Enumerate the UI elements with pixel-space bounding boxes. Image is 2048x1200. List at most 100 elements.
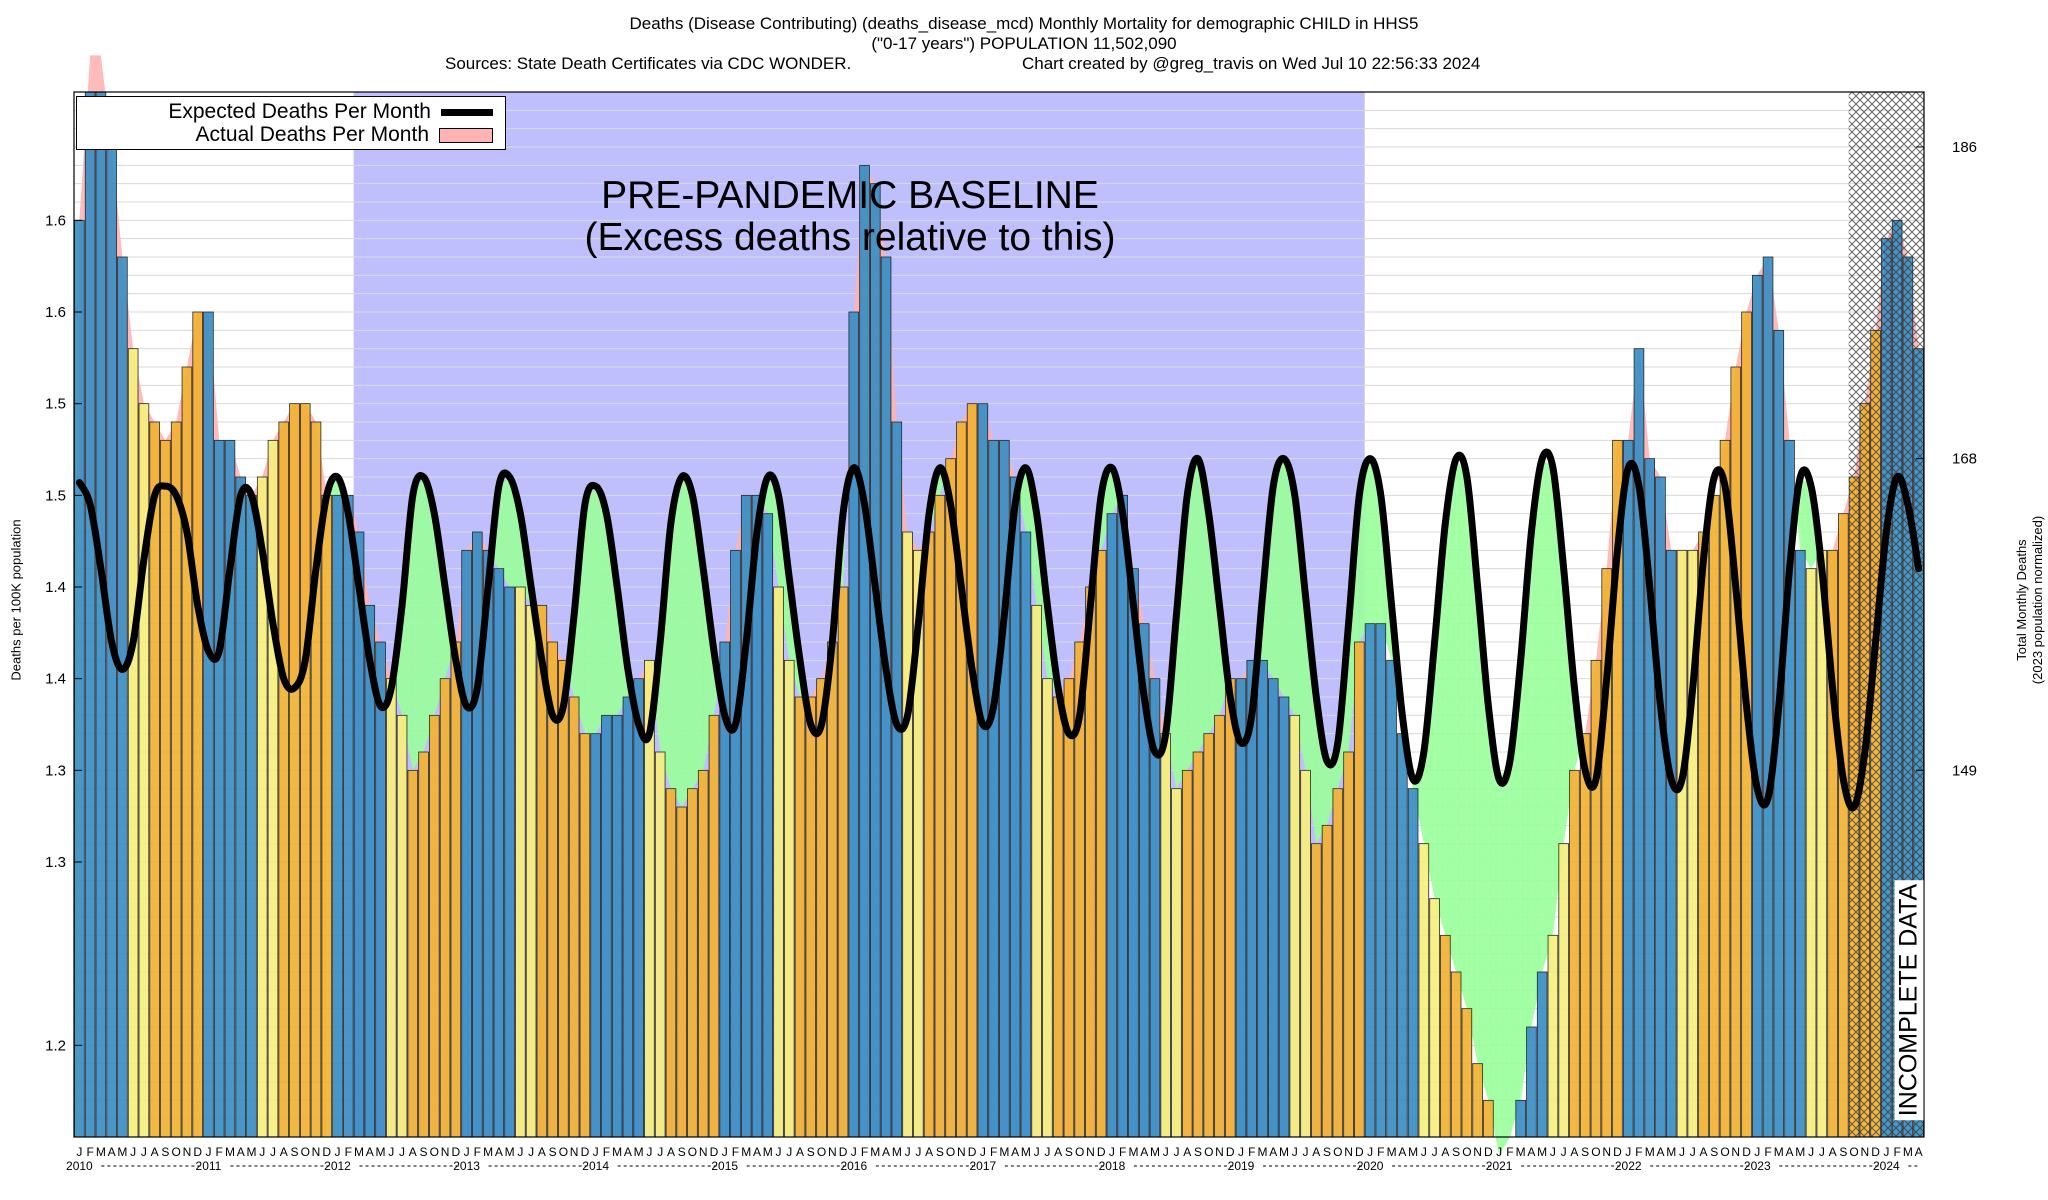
x-month-label: N (828, 1145, 837, 1159)
x-month-label: A (1829, 1145, 1837, 1159)
x-month-label: F (861, 1145, 868, 1159)
actual-bar (1095, 549, 1107, 1138)
x-month-label: A (1140, 1145, 1148, 1159)
actual-bar (461, 549, 472, 1138)
actual-bar (1354, 641, 1365, 1138)
actual-bar (1418, 843, 1430, 1138)
x-month-label: F (990, 1145, 997, 1159)
x-year-label: 2011 (196, 1159, 222, 1173)
actual-bar (1214, 714, 1225, 1138)
x-month-label: J (1303, 1145, 1309, 1159)
actual-bar (515, 586, 526, 1138)
x-month-label: F (1248, 1145, 1255, 1159)
y-ticks: 1.2 1.3 1.3 1.4 1.4 1.5 1.5 1.6 1.6 149 168 186 (45, 139, 1977, 1054)
expected-line (75, 448, 1923, 812)
x-year-label: 2024 (1873, 1159, 1900, 1173)
baseline-annotation: PRE-PANDEMIC BASELINE (Excess deaths rel… (580, 175, 1120, 259)
y-tick-label: 1.6 (45, 212, 66, 229)
x-month-label: O (172, 1145, 181, 1159)
x-month-label: J (593, 1145, 599, 1159)
x-month-label: F (345, 1145, 352, 1159)
x-month-label: A (1183, 1145, 1191, 1159)
actual-bar (181, 366, 193, 1138)
actual-bar (1515, 1099, 1526, 1138)
actual-bar (579, 733, 591, 1138)
x-year-label: 2023 (1744, 1159, 1771, 1173)
x-month-label: N (1086, 1145, 1095, 1159)
x-month-label: M (1537, 1145, 1547, 1159)
x-month-label: D (1613, 1145, 1622, 1159)
x-month-label: J (776, 1145, 782, 1159)
x-month-label: D (1871, 1145, 1880, 1159)
actual-bar (1397, 733, 1408, 1138)
actual-bar (601, 714, 612, 1138)
x-month-label: J (464, 1145, 470, 1159)
legend-label-expected: Expected Deaths Per Month (168, 100, 431, 123)
x-month-label: M (1795, 1145, 1805, 1159)
x-month-label: S (807, 1145, 815, 1159)
x-month-label: N (312, 1145, 321, 1159)
x-month-label: O (1333, 1145, 1342, 1159)
x-month-label: A (108, 1145, 116, 1159)
actual-bar (472, 531, 483, 1138)
legend: Expected Deaths Per Month Actual Deaths … (76, 96, 506, 150)
actual-bar (1020, 531, 1032, 1138)
y2-tick-label: 168 (1952, 451, 1977, 468)
x-month-label: A (1398, 1145, 1406, 1159)
x-month-label: A (1441, 1145, 1449, 1159)
x-month-label: F (1506, 1145, 1513, 1159)
actual-bar (1665, 549, 1677, 1138)
x-month-label: J (1034, 1145, 1040, 1159)
plot-frame (73, 91, 1925, 1138)
actual-bar (902, 531, 913, 1138)
actual-bar (654, 751, 666, 1138)
x-month-label: O (1849, 1145, 1858, 1159)
x-month-label: J (528, 1145, 534, 1159)
gap-fill (423, 477, 435, 752)
x-month-label: M (117, 1145, 127, 1159)
x-month-label: O (559, 1145, 568, 1159)
x-month-label: N (441, 1145, 450, 1159)
actual-bar (697, 769, 709, 1138)
actual-bar (665, 788, 677, 1138)
gap-fill (1531, 458, 1543, 1028)
x-month-label: D (839, 1145, 848, 1159)
gap-fill (1018, 467, 1026, 532)
actual-bar (332, 494, 343, 1138)
x-month-label: A (1786, 1145, 1794, 1159)
x-month-label: D (451, 1145, 460, 1159)
y-tick-label: 1.5 (45, 487, 66, 504)
gap-fill (1520, 532, 1532, 1101)
actual-bar (203, 311, 214, 1138)
actual-bar (1579, 733, 1591, 1138)
actual-bar (418, 751, 429, 1138)
x-month-label: J (980, 1145, 986, 1159)
actual-bar (945, 458, 956, 1138)
chart-source-row: Sources: State Death Certificates via CD… (0, 54, 2048, 74)
x-month-label: J (1238, 1145, 1244, 1159)
actual-bar (988, 439, 999, 1138)
x-month-label: M (1128, 1145, 1138, 1159)
actual-bars (74, 91, 1924, 1138)
gap-fill (595, 486, 607, 734)
chart-subtitle: ("0-17 years") POPULATION 11,502,090 (871, 34, 1177, 53)
x-month-label: S (936, 1145, 944, 1159)
gap-fill (1488, 706, 1500, 1156)
gap-fill (1359, 458, 1371, 642)
gap-fill (606, 513, 618, 716)
x-month-label: D (1484, 1145, 1493, 1159)
x-month-label: J (1421, 1145, 1427, 1159)
actual-bar (1558, 843, 1569, 1138)
x-month-label: F (1635, 1145, 1642, 1159)
x-month-label: J (657, 1145, 663, 1159)
x-month-label: A (366, 1145, 374, 1159)
actual-bar (923, 531, 935, 1138)
x-year-label: 2013 (453, 1159, 480, 1173)
actual-bar (1224, 678, 1236, 1138)
actual-bar (342, 494, 354, 1138)
x-month-label: M (225, 1145, 235, 1159)
x-month-label: M (96, 1145, 106, 1159)
x-month-label: M (1150, 1145, 1160, 1159)
actual-bar (1300, 769, 1311, 1138)
x-month-label: J (1367, 1145, 1373, 1159)
